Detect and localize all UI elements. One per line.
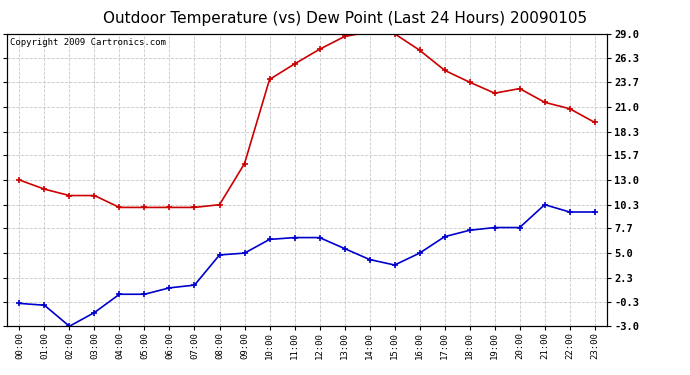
Text: Copyright 2009 Cartronics.com: Copyright 2009 Cartronics.com [10,38,166,47]
Text: Outdoor Temperature (vs) Dew Point (Last 24 Hours) 20090105: Outdoor Temperature (vs) Dew Point (Last… [103,11,587,26]
